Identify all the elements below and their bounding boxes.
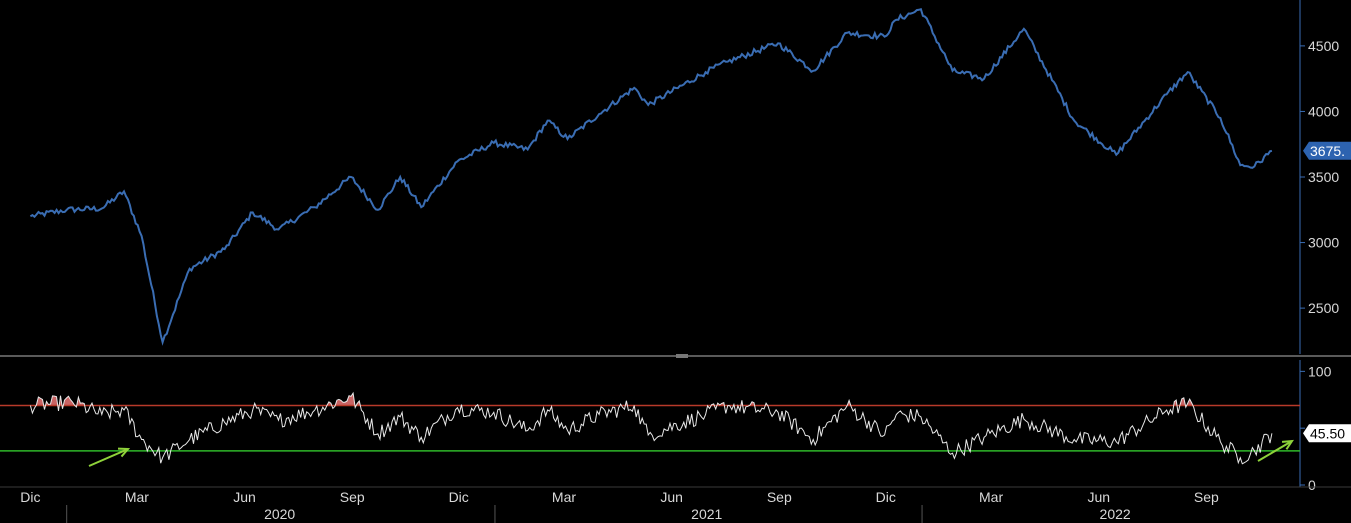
rsi-panel: 0 100 45.50 (0, 360, 1351, 493)
x-month-label: Sep (1194, 489, 1219, 505)
x-axis: Dic Mar Jun Sep Dic Mar Jun Sep Dic Mar Jun Sep 2020… (0, 486, 1351, 523)
rsi-y-tick-label: 0 (1308, 477, 1316, 493)
price-y-tick-label: 3000 (1308, 235, 1339, 251)
x-month-label: Sep (767, 489, 792, 505)
rsi-series-line (29, 391, 1273, 465)
price-y-tick-label: 4500 (1308, 38, 1339, 54)
green-arrow-icon (88, 447, 131, 467)
panel-resize-handle[interactable] (676, 354, 688, 358)
x-month-label: Jun (233, 489, 256, 505)
x-month-label: Sep (340, 489, 365, 505)
rsi-y-tick-label: 100 (1308, 363, 1332, 379)
price-last-value-box (1303, 141, 1351, 160)
x-month-label: Dic (449, 489, 469, 505)
price-y-tick-label: 2500 (1308, 300, 1339, 316)
price-y-tick-label: 3500 (1308, 169, 1339, 185)
x-month-label: Mar (552, 489, 576, 505)
green-arrow-icon (1257, 439, 1294, 462)
rsi-last-value-box (1303, 424, 1351, 443)
x-year-label: 2020 (264, 506, 295, 522)
x-month-label: Dic (20, 489, 40, 505)
x-month-label: Mar (979, 489, 1003, 505)
x-month-label: Dic (876, 489, 896, 505)
rsi-overbought-fill (36, 393, 1193, 406)
price-series-line (29, 7, 1273, 346)
x-month-label: Jun (1087, 489, 1110, 505)
x-year-label: 2022 (1100, 506, 1131, 522)
price-y-tick-label: 4000 (1308, 103, 1339, 119)
x-year-label: 2021 (691, 506, 722, 522)
x-month-label: Jun (660, 489, 683, 505)
price-last-value-label: 3675. (1310, 143, 1345, 159)
price-panel: 2500 3000 3500 4000 4500 3675. (0, 0, 1351, 358)
rsi-last-value-label: 45.50 (1310, 425, 1345, 441)
x-month-label: Mar (125, 489, 149, 505)
